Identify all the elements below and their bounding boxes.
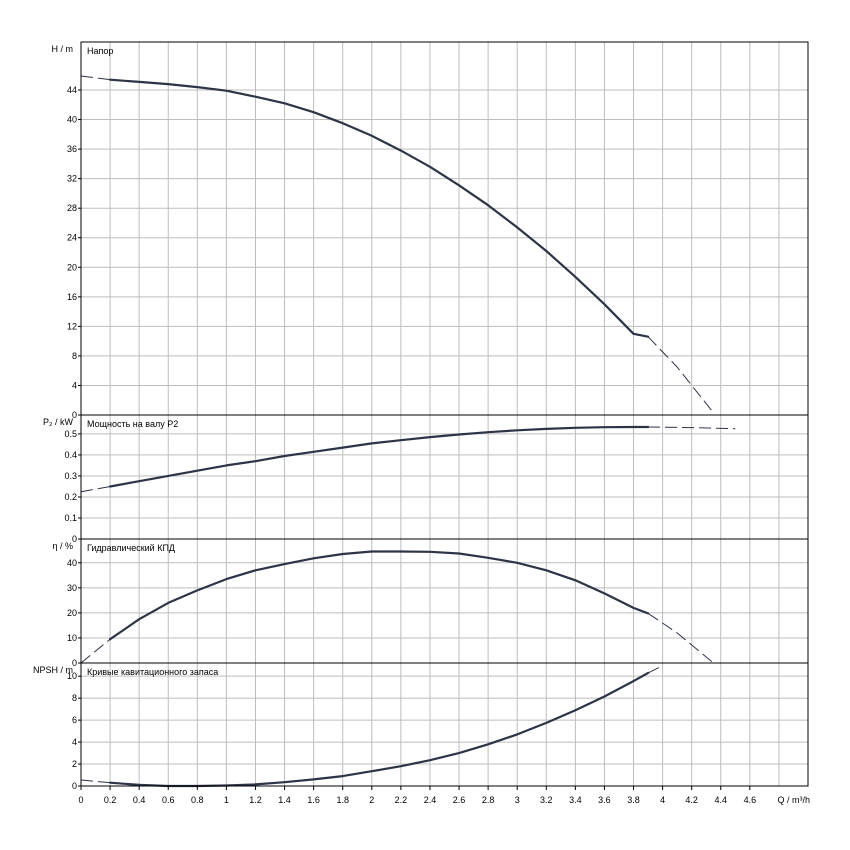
x-tick-label: 2 — [369, 795, 374, 805]
y-tick-label: 8 — [72, 351, 77, 361]
x-tick-label: 1 — [224, 795, 229, 805]
y-tick-label: 0.1 — [64, 513, 77, 523]
y-tick-label: 44 — [67, 85, 77, 95]
x-tick-label: 3 — [515, 795, 520, 805]
x-tick-label: 2.8 — [482, 795, 495, 805]
curve-extrapolation — [80, 486, 111, 493]
curve-extrapolation — [647, 612, 714, 664]
y-tick-label: 24 — [67, 233, 77, 243]
panel-title: Кривые кавитационного запаса — [87, 667, 218, 677]
y-tick-label: 4 — [72, 737, 77, 747]
x-tick-label: 4.2 — [685, 795, 698, 805]
x-tick-label: 2.4 — [424, 795, 437, 805]
panel-title: Мощность на валу P2 — [87, 419, 178, 429]
y-tick-label: 0.3 — [64, 471, 77, 481]
y-tick-label: 0.5 — [64, 429, 77, 439]
x-tick-label: 1.2 — [249, 795, 262, 805]
y-tick-label: 10 — [67, 671, 77, 681]
curve-extrapolation — [647, 336, 714, 414]
x-tick-label: 1.6 — [307, 795, 320, 805]
panel-frame — [80, 538, 809, 664]
y-tick-label: 40 — [67, 115, 77, 125]
x-tick-label: 0.4 — [133, 795, 146, 805]
curve-line — [108, 550, 650, 641]
y-tick-label: 32 — [67, 174, 77, 184]
x-tick-label: 0.2 — [104, 795, 117, 805]
x-tick-label: 3.8 — [627, 795, 640, 805]
y-tick-label: 20 — [67, 262, 77, 272]
y-tick-label: 16 — [67, 292, 77, 302]
x-tick-label: 2.2 — [395, 795, 408, 805]
x-tick-label: 0.6 — [162, 795, 175, 805]
curve-layer — [80, 75, 736, 788]
x-tick-label: 1.4 — [278, 795, 291, 805]
y-tick-label: 0.2 — [64, 492, 77, 502]
y-tick-label: 0 — [72, 658, 77, 668]
y-tick-label: 6 — [72, 715, 77, 725]
y-tick-label: 10 — [67, 633, 77, 643]
x-tick-label: 3.2 — [540, 795, 553, 805]
y-tick-label: 0 — [72, 410, 77, 420]
x-tick-label: 4.4 — [715, 795, 728, 805]
curve-extrapolation — [80, 638, 111, 664]
x-tick-label: 0 — [78, 795, 83, 805]
panel-frame — [80, 41, 809, 416]
curve-line — [108, 425, 650, 488]
panel-title: Гидравлический КПД — [87, 543, 175, 553]
curve-extrapolation — [80, 779, 111, 784]
x-tick-label: 4.6 — [744, 795, 757, 805]
y-axis-label: η / % — [52, 541, 73, 551]
grid-layer — [80, 42, 809, 786]
x-axis-label: Q / m³/h — [777, 795, 810, 805]
y-tick-label: 12 — [67, 321, 77, 331]
y-axis-label: H / m — [52, 44, 74, 54]
panel-title: Напор — [87, 46, 113, 56]
curve-line — [108, 671, 650, 788]
curve-line — [108, 78, 650, 338]
y-tick-label: 40 — [67, 558, 77, 568]
y-tick-label: 0.4 — [64, 450, 77, 460]
frame-layer — [78, 41, 809, 790]
curve-extrapolation — [648, 426, 736, 430]
y-tick-label: 36 — [67, 144, 77, 154]
y-tick-label: 8 — [72, 693, 77, 703]
y-tick-label: 4 — [72, 380, 77, 390]
y-axis-label: P₂ / kW — [43, 417, 73, 427]
x-tick-label: 1.8 — [336, 795, 349, 805]
y-tick-label: 30 — [67, 583, 77, 593]
curve-extrapolation — [647, 665, 663, 674]
y-axis-label: NPSH / m — [33, 665, 73, 675]
y-tick-label: 28 — [67, 203, 77, 213]
panel-frame — [80, 662, 809, 787]
curve-extrapolation — [80, 75, 111, 81]
y-tick-label: 0 — [72, 781, 77, 791]
x-tick-label: 3.4 — [569, 795, 582, 805]
y-tick-label: 20 — [67, 608, 77, 618]
x-tick-label: 2.6 — [453, 795, 466, 805]
y-tick-label: 0 — [72, 534, 77, 544]
x-tick-label: 3.6 — [598, 795, 611, 805]
x-tick-label: 4 — [660, 795, 665, 805]
y-tick-label: 2 — [72, 759, 77, 769]
x-tick-label: 0.8 — [191, 795, 204, 805]
